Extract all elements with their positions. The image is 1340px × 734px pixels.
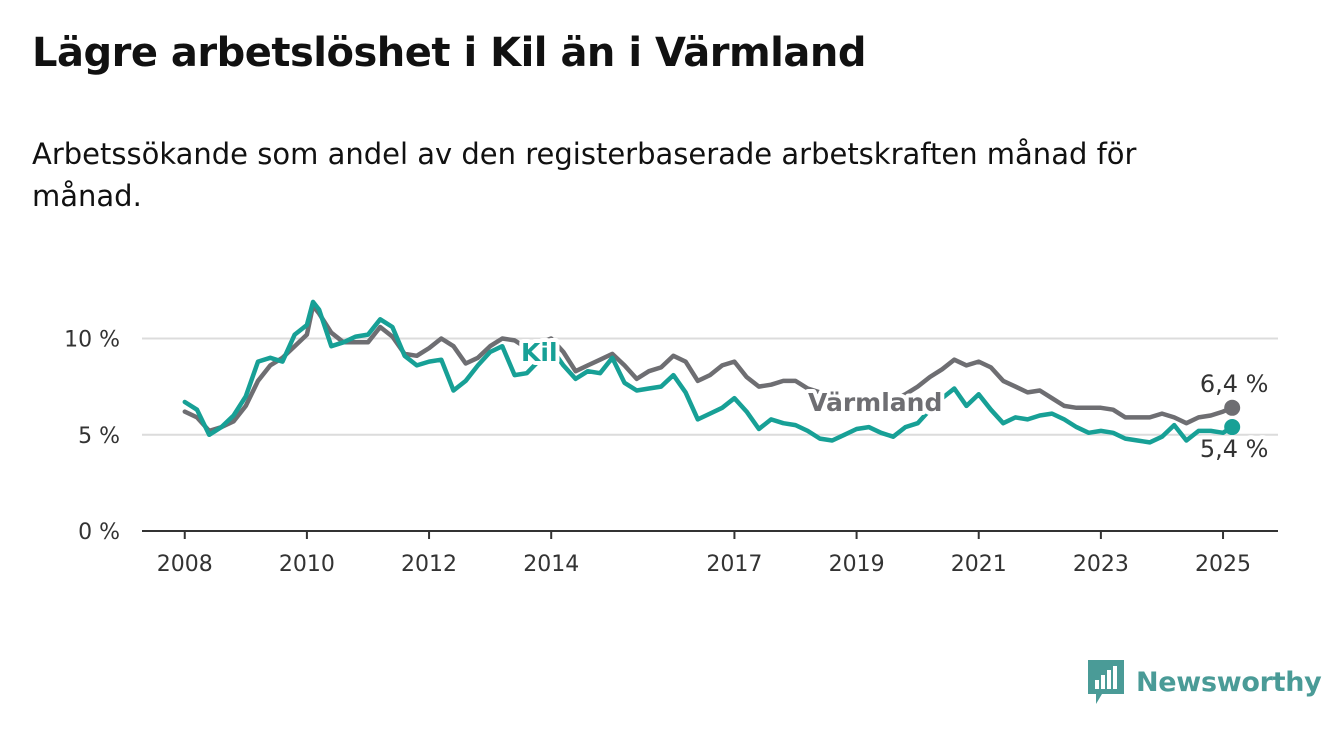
x-tick-label: 2019	[829, 552, 885, 577]
y-tick-label: 0 %	[78, 520, 120, 545]
x-tick-label: 2021	[951, 552, 1007, 577]
series-end-point	[1224, 419, 1240, 435]
newsworthy-logo-icon	[1088, 660, 1124, 704]
newsworthy-logo: Newsworthy	[1088, 660, 1321, 704]
grid-layer	[142, 339, 1278, 532]
series-label-kil: Kil	[521, 338, 558, 367]
x-tick-label: 2025	[1195, 552, 1251, 577]
y-tick-label: 10 %	[64, 328, 120, 353]
y-tick-label: 5 %	[78, 424, 120, 449]
tick-layer: 0 % 5 % 10 % 2008 2010 2012 2014 2017 2019 2021 20…	[64, 328, 1251, 578]
x-tick-label: 2023	[1073, 552, 1129, 577]
series-line-kil	[185, 302, 1232, 443]
end-value-label-varmland: 6,4 %	[1200, 370, 1269, 398]
x-tick-label: 2008	[157, 552, 213, 577]
x-tick-label: 2017	[706, 552, 762, 577]
x-tick-label: 2010	[279, 552, 335, 577]
line-chart: 0 % 5 % 10 % 2008 2010 2012 2014 2017 2019 2021 20…	[0, 0, 1340, 734]
series-end-point	[1224, 400, 1240, 416]
end-value-label-kil: 5,4 %	[1200, 435, 1269, 463]
x-tick-label: 2014	[523, 552, 579, 577]
x-tick-label: 2012	[401, 552, 457, 577]
series-layer	[185, 302, 1240, 443]
series-label-varmland: Värmland	[808, 388, 942, 417]
brand-name: Newsworthy	[1136, 667, 1321, 698]
